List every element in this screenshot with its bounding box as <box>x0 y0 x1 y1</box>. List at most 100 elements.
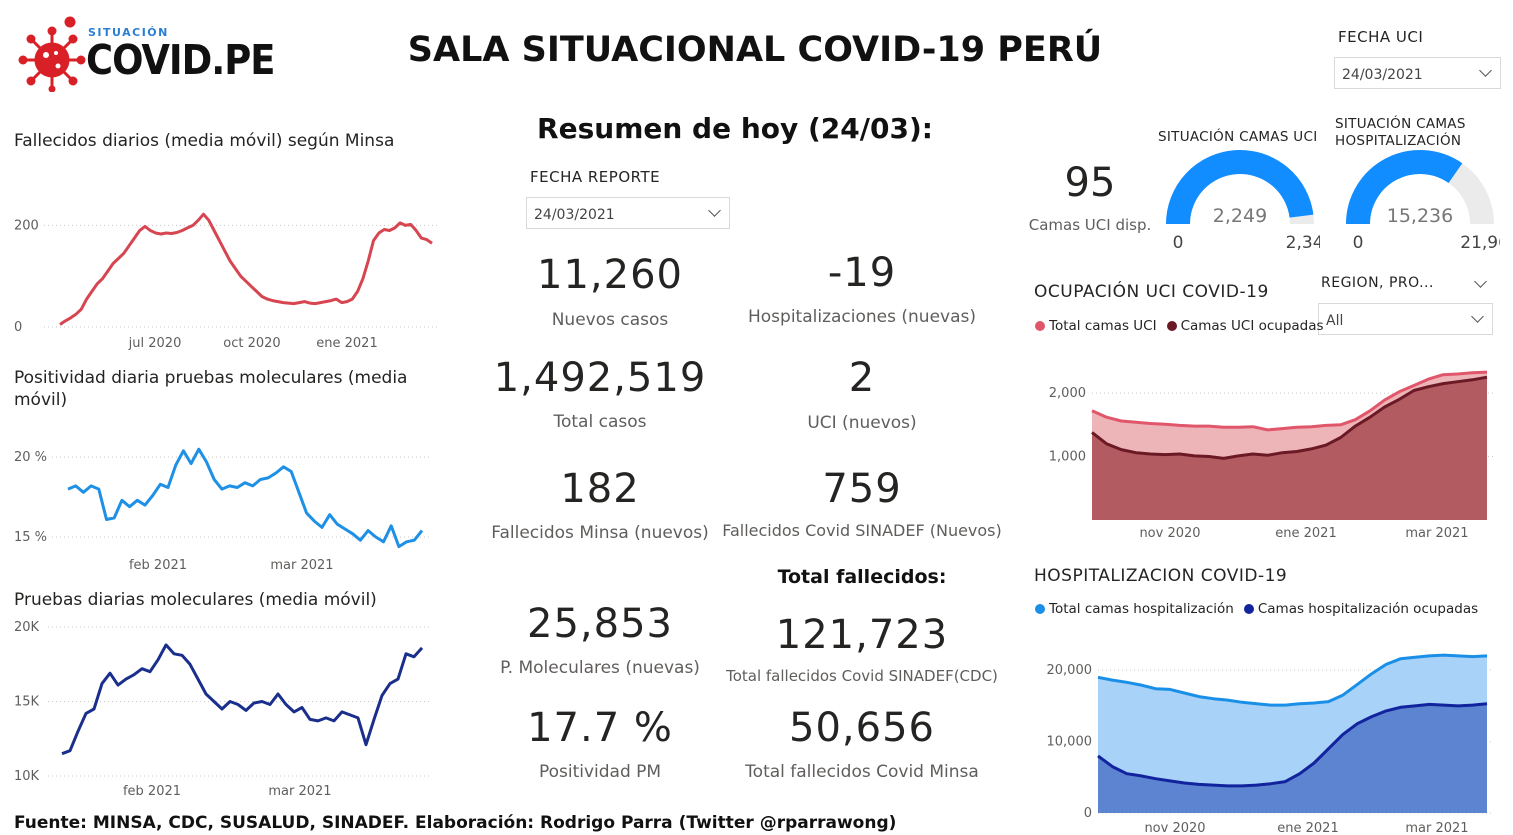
x-tick-label: oct 2020 <box>223 336 280 351</box>
gauge-uci: 2,249 0 2,344 <box>1166 150 1320 253</box>
gauge-fill <box>1346 150 1463 225</box>
kpi-nuevos-casos-label: Nuevos casos <box>551 310 669 330</box>
kpi-moleculares-value: 25,853 <box>527 601 673 647</box>
x-tick-label: mar 2021 <box>268 784 331 799</box>
kpi-total-sinadef-value: 121,723 <box>775 612 949 658</box>
series-line <box>1097 653 1488 707</box>
y-tick-label: 15K <box>14 695 40 710</box>
x-tick-label: nov 2020 <box>1144 821 1205 835</box>
kpi-positividad-value: 17.7 % <box>527 705 673 751</box>
region-value: All <box>1326 313 1344 329</box>
gauge-min: 0 <box>1353 233 1364 253</box>
kpi-nuevos-casos-value: 11,260 <box>537 252 683 298</box>
y-tick-label: 10K <box>14 769 40 784</box>
kpi-hospitalizaciones-label: Hospitalizaciones (nuevas) <box>748 307 976 327</box>
legend-ocupacion-uci: Total camas UCI Camas UCI ocupadas <box>1035 318 1324 334</box>
kpi-uci-label: UCI (nuevos) <box>807 413 917 433</box>
fecha-reporte-value: 24/03/2021 <box>534 207 615 223</box>
x-tick-label: mar 2021 <box>1405 821 1468 835</box>
kpi-total-minsa-value: 50,656 <box>789 705 935 751</box>
chevron-down-icon <box>1471 310 1484 323</box>
virus-icon <box>18 16 86 92</box>
legend-dot <box>1243 604 1254 614</box>
gauge-value: 15,236 <box>1387 205 1453 227</box>
fecha-reporte-label: FECHA REPORTE <box>530 168 661 186</box>
x-tick-label: feb 2021 <box>129 558 187 573</box>
camas-uci-disp-label: Camas UCI disp. <box>1028 216 1152 234</box>
chart-title-pruebas: Pruebas diarias moleculares (media móvil… <box>14 590 377 610</box>
chart-title-ocupacion-uci: OCUPACIÓN UCI COVID-19 <box>1034 282 1269 302</box>
covid-pe-logo: SITUACIÓN COVID.PE <box>18 16 275 96</box>
chart-pruebas: 10K 15K 20K feb 2021 mar 2021 <box>14 620 430 799</box>
kpi-total-casos-value: 1,492,519 <box>493 355 707 401</box>
gauge-min: 0 <box>1173 233 1184 253</box>
logo-big-text: COVID.PE <box>86 36 275 84</box>
series-line <box>1091 375 1488 460</box>
series-area <box>1092 377 1487 520</box>
chevron-down-icon <box>708 204 721 217</box>
fecha-uci-value: 24/03/2021 <box>1342 67 1423 83</box>
kpi-total-casos-label: Total casos <box>553 412 647 432</box>
series-area <box>1098 703 1487 813</box>
fecha-uci-label: FECHA UCI <box>1338 28 1424 46</box>
x-tick-label: mar 2021 <box>270 558 333 573</box>
gauge-value: 2,249 <box>1213 205 1267 227</box>
x-tick-label: ene 2021 <box>1277 821 1338 835</box>
y-tick-label: 200 <box>14 218 39 233</box>
legend-dot <box>1166 321 1177 331</box>
gauge-max: 2,344 <box>1286 233 1320 253</box>
kpi-fallecidos-sinadef-label: Fallecidos Covid SINADEF (Nuevos) <box>722 521 1002 540</box>
kpi-fallecidos-minsa-value: 182 <box>560 466 640 512</box>
gauge-hosp-title: SITUACIÓN CAMAS HOSPITALIZACIÓN <box>1335 116 1466 149</box>
legend-dot <box>1035 604 1045 614</box>
x-tick-label: ene 2021 <box>316 336 377 351</box>
legend-item: Total camas hospitalización <box>1049 601 1234 617</box>
kpi-fallecidos-sinadef-value: 759 <box>822 466 902 512</box>
chevron-down-icon[interactable] <box>1474 275 1487 288</box>
chevron-down-icon <box>1479 64 1492 77</box>
series-line <box>67 447 424 549</box>
logo-small-text: SITUACIÓN <box>88 26 169 39</box>
kpi-total-sinadef-label: Total fallecidos Covid SINADEF(CDC) <box>726 667 998 685</box>
fecha-reporte-dropdown[interactable]: 24/03/2021 <box>526 197 730 229</box>
series-line <box>59 212 433 326</box>
y-tick-label: 20 % <box>14 450 47 465</box>
resumen-title: Resumen de hoy (24/03): <box>537 112 933 145</box>
legend-item: Total camas UCI <box>1049 318 1157 334</box>
series-line <box>61 643 424 756</box>
gauge-max: 21,961 <box>1460 233 1500 253</box>
x-tick-label: ene 2021 <box>1275 526 1336 541</box>
y-tick-label: 0 <box>1084 806 1092 821</box>
total-fallecidos-title: Total fallecidos: <box>777 566 947 588</box>
chart-ocupacion-uci: 1,000 2,000 nov 2020 ene 2021 mar 2021 <box>1049 370 1493 541</box>
chart-title-fallecidos: Fallecidos diarios (media móvil) según M… <box>14 131 395 151</box>
y-tick-label: 20K <box>14 620 40 635</box>
chart-title-positividad: Positividad diaria pruebas moleculares (… <box>14 368 408 410</box>
kpi-hospitalizaciones-value: -19 <box>827 250 897 296</box>
page-title: SALA SITUACIONAL COVID-19 PERÚ <box>407 30 1103 70</box>
region-label: REGION, PRO... <box>1321 275 1434 291</box>
y-tick-label: 0 <box>14 320 22 335</box>
chart-positividad: 15 % 20 % feb 2021 mar 2021 <box>14 447 430 573</box>
legend-dot <box>1035 321 1045 331</box>
kpi-uci-value: 2 <box>848 355 876 401</box>
series-line <box>1091 370 1488 432</box>
kpi-positividad-label: Positividad PM <box>538 762 662 782</box>
chart-title-hospitalizacion: HOSPITALIZACION COVID-19 <box>1034 566 1288 586</box>
y-tick-label: 2,000 <box>1049 386 1086 401</box>
gauge-fill <box>1166 150 1314 225</box>
fecha-uci-dropdown[interactable]: 24/03/2021 <box>1334 57 1501 89</box>
chart-fallecidos: 0 200 jul 2020 oct 2020 ene 2021 <box>14 212 440 351</box>
gauge-hosp: 15,236 0 21,961 <box>1346 150 1500 253</box>
region-dropdown[interactable]: All <box>1318 303 1493 335</box>
chart-hospitalizacion: 0 10,000 20,000 nov 2020 ene 2021 mar 2021 <box>1047 653 1493 835</box>
y-tick-label: 10,000 <box>1047 735 1093 750</box>
legend-item: Camas hospitalización ocupadas <box>1257 601 1479 617</box>
kpi-fallecidos-minsa-label: Fallecidos Minsa (nuevos) <box>491 523 709 543</box>
footer-source: Fuente: MINSA, CDC, SUSALUD, SINADEF. El… <box>14 813 897 833</box>
kpi-moleculares-label: P. Moleculares (nuevas) <box>500 658 700 678</box>
x-tick-label: feb 2021 <box>123 784 181 799</box>
camas-uci-disp-value: 95 <box>1064 160 1116 206</box>
x-tick-label: mar 2021 <box>1405 526 1468 541</box>
x-tick-label: nov 2020 <box>1139 526 1200 541</box>
